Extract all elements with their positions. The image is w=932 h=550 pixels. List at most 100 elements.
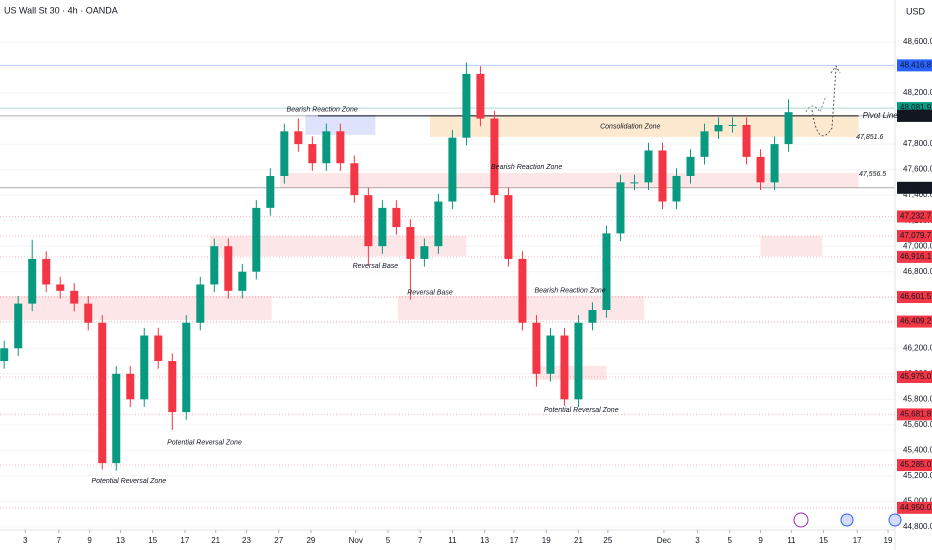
- flag-icon[interactable]: [840, 513, 854, 527]
- candle-body: [476, 73, 485, 119]
- candle-body: [266, 175, 275, 208]
- x-tick-label: 5: [386, 536, 391, 545]
- level-label: 45,975.0: [900, 372, 932, 381]
- candle-body: [532, 322, 541, 374]
- y-tick-label: 47,000.0: [903, 241, 932, 250]
- x-tick-label: 7: [57, 536, 62, 545]
- currency: USD: [906, 6, 926, 16]
- candle-body: [714, 124, 723, 132]
- level-tag: [897, 250, 932, 263]
- annotation: Bearish Reaction Zone: [491, 164, 562, 171]
- x-tick-label: 19: [884, 536, 893, 545]
- candle-body: [686, 156, 695, 176]
- candle-body: [14, 303, 23, 349]
- candle-body: [196, 284, 205, 323]
- level-label: 44,950.0: [900, 503, 932, 512]
- y-tick-label: 45,800.0: [903, 394, 932, 403]
- x-tick-label: 19: [542, 536, 551, 545]
- zone: [280, 172, 859, 188]
- event-icon[interactable]: [793, 512, 809, 528]
- y-tick-label: 47,800.0: [903, 139, 932, 148]
- x-tick-label: 29: [306, 536, 315, 545]
- level-tag: [897, 59, 932, 72]
- candle-body: [28, 258, 37, 304]
- candle-body: [0, 348, 9, 362]
- x-tick-label: Nov: [349, 536, 363, 545]
- x-tick-label: 17: [180, 536, 189, 545]
- candle-body: [168, 361, 177, 413]
- candle-body: [378, 207, 387, 247]
- projection-arrow: [811, 65, 841, 137]
- annotation: Reversal Base: [407, 290, 453, 297]
- candle-body: [182, 322, 191, 413]
- y-tick-label: 47,600.0: [903, 165, 932, 174]
- candle-body: [462, 73, 471, 138]
- candle-body: [560, 335, 569, 400]
- candle-body: [224, 246, 233, 291]
- candle-body: [280, 131, 289, 176]
- x-tick-label: 25: [603, 536, 612, 545]
- candle-body: [56, 284, 65, 291]
- x-tick-label: 21: [211, 536, 220, 545]
- candle-body: [434, 201, 443, 247]
- y-tick-label: 48,600.0: [903, 37, 932, 46]
- x-tick-label: 11: [787, 536, 796, 545]
- candle-body: [700, 131, 709, 157]
- level-label: 46,916.1: [900, 252, 932, 261]
- annotation: Bearish Reaction Zone: [287, 106, 358, 113]
- level-tag: [897, 459, 932, 472]
- candle-body: [42, 258, 51, 285]
- candle-body: [784, 112, 793, 145]
- candle-body: [504, 195, 513, 259]
- candle-body: [518, 258, 527, 323]
- level-label: 47,232.7: [900, 212, 932, 221]
- level-tag: [897, 501, 932, 514]
- candle-body: [126, 373, 135, 400]
- candle-body: [140, 335, 149, 400]
- y-tick-label: 45,600.0: [903, 420, 932, 429]
- x-tick-label: 9: [758, 536, 763, 545]
- flag-icon[interactable]: [888, 513, 902, 527]
- x-tick-label: 17: [510, 536, 519, 545]
- candle-body: [602, 233, 611, 310]
- candle-body: [238, 271, 247, 291]
- x-tick-label: 13: [480, 536, 489, 545]
- level-tag: [897, 315, 932, 328]
- y-tick-label: 44,800.0: [903, 522, 932, 531]
- candle-body: [364, 195, 373, 247]
- x-tick-label: 11: [448, 536, 457, 545]
- plot: Bearish Reaction Zone Consolidation Zone B…: [0, 41, 895, 528]
- y-tick-label: 46,200.0: [903, 343, 932, 352]
- annotation: 47,851.6: [856, 134, 883, 141]
- y-tick-label: 45,000.0: [903, 497, 932, 506]
- zone: [429, 114, 859, 137]
- level-tag: [897, 230, 932, 243]
- candle-body: [84, 303, 93, 323]
- zone: [535, 365, 607, 380]
- x-tick-label: 27: [274, 536, 283, 545]
- candle-body: [294, 131, 303, 145]
- chart-title: US Wall St 30 · 4h · OANDA: [4, 5, 118, 15]
- level-label: 47,079.7: [900, 231, 932, 240]
- annotation: 47,556.5: [859, 171, 886, 178]
- x-tick-label: 7: [418, 536, 423, 545]
- annotation: Potential Reversal Zone: [91, 478, 166, 485]
- x-tick-label: 9: [87, 536, 92, 545]
- level-tag: [897, 109, 932, 122]
- annotation: Potential Reversal Zone: [167, 440, 242, 447]
- x-tick-label: 3: [23, 536, 28, 545]
- x-tick-label: 21: [574, 536, 583, 545]
- x-tick-label: 23: [242, 536, 251, 545]
- y-tick-label: 45,400.0: [903, 445, 932, 454]
- candle-body: [490, 118, 499, 196]
- level-label: 47,457.4: [900, 183, 932, 192]
- x-tick-label: Dec: [657, 536, 671, 545]
- candle-body: [658, 150, 667, 202]
- candle-body: [210, 246, 219, 285]
- annotation: Potential Reversal Zone: [544, 407, 619, 414]
- candle-body: [252, 207, 261, 272]
- candle-body: [728, 124, 737, 126]
- candle-body: [322, 131, 331, 164]
- level-label: 45,285.0: [900, 460, 932, 469]
